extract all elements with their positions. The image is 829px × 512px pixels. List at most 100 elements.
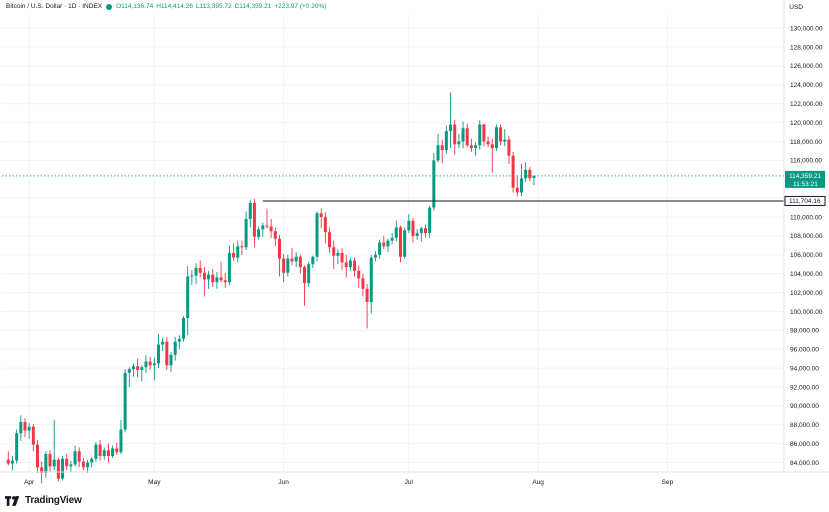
y-tick-label: 100,000.00 — [790, 309, 823, 316]
bar-countdown-label: 11:53:21 — [793, 181, 818, 188]
x-tick-label: Sep — [662, 479, 674, 486]
candle-body — [52, 459, 56, 467]
candle-body — [244, 218, 248, 248]
candle-body — [511, 155, 515, 188]
candle-body — [232, 252, 236, 258]
candle-body — [461, 128, 465, 142]
candle-body — [10, 460, 14, 464]
candle-body — [294, 256, 298, 262]
candle-body — [323, 217, 327, 233]
y-tick-label: 120,000.00 — [790, 120, 823, 127]
candle-body — [490, 144, 494, 149]
y-tick-label: 102,000.00 — [790, 290, 823, 297]
candle-body — [361, 278, 365, 289]
market-status-icon — [106, 3, 113, 10]
candle-body — [369, 257, 373, 303]
candle-body — [290, 258, 294, 262]
candles — [6, 92, 536, 484]
candle-body — [432, 160, 436, 208]
y-tick-label: 98,000.00 — [790, 328, 819, 335]
candle-body — [102, 450, 106, 456]
candle-body — [319, 213, 323, 218]
candle-body — [332, 247, 336, 256]
candle-body — [382, 242, 386, 247]
y-tick-label: 88,000.00 — [790, 422, 819, 429]
y-tick-label: 84,000.00 — [790, 460, 819, 467]
y-tick-label: 110,000.00 — [790, 214, 822, 221]
candle-body — [411, 220, 415, 236]
candle-body — [198, 268, 202, 273]
y-tick-label: 124,000.00 — [790, 82, 823, 89]
candle-body — [177, 338, 181, 342]
tradingview-logo-icon — [5, 495, 20, 506]
candle-body — [56, 459, 60, 479]
brand-name: TradingView — [25, 495, 82, 506]
candle-body — [36, 444, 40, 468]
candle-body — [469, 145, 473, 149]
candle-body — [357, 270, 361, 279]
candle-body — [494, 127, 498, 149]
candle-body — [106, 450, 110, 456]
candle-body — [219, 277, 223, 281]
candle-body — [277, 238, 281, 259]
y-tick-label: 104,000.00 — [790, 271, 823, 278]
candle-body — [478, 124, 482, 146]
candle-body — [40, 467, 44, 473]
candle-body — [344, 262, 348, 268]
candle-body — [486, 141, 490, 145]
candle-body — [524, 169, 528, 179]
y-tick-label: 126,000.00 — [790, 63, 823, 70]
candle-body — [373, 254, 377, 258]
low-value: L113,395.72 — [195, 3, 232, 10]
candle-body — [81, 461, 85, 468]
time-axis[interactable]: Apr May Jun Jul Aug Sep — [0, 471, 829, 486]
candle-body — [90, 458, 94, 463]
candle-body — [457, 141, 461, 145]
y-tick-label: 92,000.00 — [790, 384, 819, 391]
currency-label[interactable]: USD — [789, 4, 803, 11]
x-tick-label: Jun — [278, 479, 289, 486]
candle-body — [419, 228, 423, 234]
y-tick-label: 94,000.00 — [790, 365, 819, 372]
candle-body — [453, 124, 457, 145]
candle-body — [207, 274, 211, 280]
high-value: H114,414.26 — [156, 3, 193, 10]
candle-body — [144, 361, 148, 368]
candle-body — [194, 268, 198, 276]
x-tick-label: Aug — [532, 479, 544, 486]
tradingview-brand[interactable]: TradingView — [5, 495, 82, 506]
y-tick-label: 130,000.00 — [790, 25, 823, 32]
symbol-title[interactable]: Bitcoin / U.S. Dollar · 1D · INDEX — [6, 3, 103, 10]
price-axis[interactable]: 84,000.00 86,000.00 88,000.00 90,000.00 92,0… — [783, 0, 826, 472]
candle-body — [131, 366, 135, 370]
candle-body — [273, 231, 277, 239]
symbol-legend[interactable]: Bitcoin / U.S. Dollar · 1D · INDEX O114,… — [6, 3, 326, 10]
candle-body — [98, 444, 102, 456]
candle-body — [27, 426, 31, 431]
candle-body — [236, 246, 240, 258]
candle-body — [307, 264, 311, 284]
candle-body — [65, 458, 69, 467]
candle-body — [474, 145, 478, 149]
y-tick-label: 96,000.00 — [790, 347, 819, 354]
candle-body — [140, 367, 144, 371]
candle-body — [173, 341, 177, 355]
candle-body — [44, 454, 48, 473]
candle-body — [202, 272, 206, 280]
candle-body — [282, 258, 286, 273]
y-tick-label: 90,000.00 — [790, 403, 819, 410]
candle-body — [269, 226, 273, 232]
close-value: C114,359.21 — [234, 3, 272, 10]
candle-body — [136, 366, 140, 371]
y-tick-label: 122,000.00 — [790, 101, 823, 108]
candle-body — [394, 227, 398, 238]
x-tick-label: Jul — [405, 479, 414, 486]
candle-body — [152, 363, 156, 366]
change-value: +223.97 (+0.20%) — [274, 3, 327, 10]
candle-body — [115, 448, 119, 453]
candle-body — [407, 220, 411, 231]
candle-body — [482, 124, 486, 142]
last-price-label-bg — [785, 170, 825, 188]
candle-body — [311, 256, 315, 265]
